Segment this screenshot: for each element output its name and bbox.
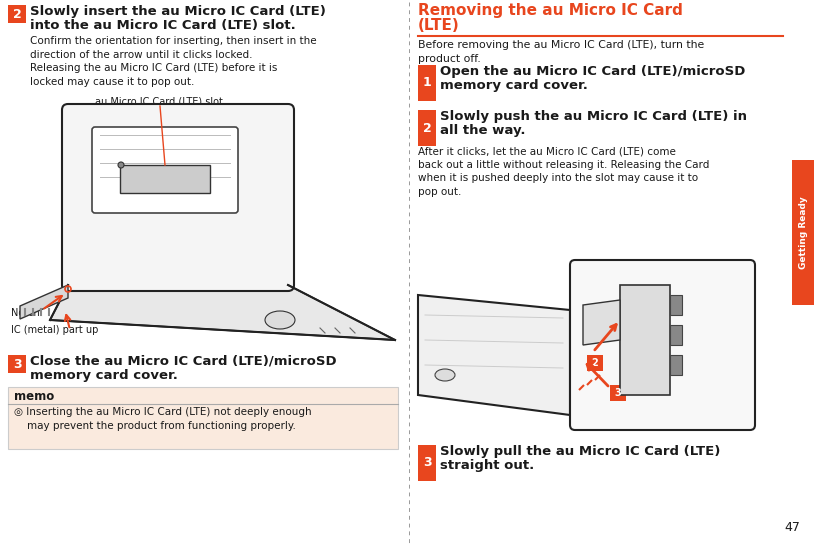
Text: 3: 3 [422,457,431,469]
Ellipse shape [265,311,295,329]
Bar [610,385,626,401]
FancyBboxPatch shape [62,104,294,291]
Polygon shape [20,285,68,319]
Text: Getting Ready: Getting Ready [799,196,807,269]
Bar [120,165,210,193]
Ellipse shape [435,369,455,381]
Bar [418,445,436,481]
FancyBboxPatch shape [570,260,755,430]
Text: Close the au Micro IC Card (LTE)/microSD: Close the au Micro IC Card (LTE)/microSD [30,355,337,368]
Text: memo: memo [14,390,55,403]
Text: Removing the au Micro IC Card: Removing the au Micro IC Card [418,3,683,18]
Text: memory card cover.: memory card cover. [440,79,588,92]
Text: Slowly push the au Micro IC Card (LTE) in: Slowly push the au Micro IC Card (LTE) i… [440,110,747,123]
Bar [418,65,436,101]
Text: into the au Micro IC Card (LTE) slot.: into the au Micro IC Card (LTE) slot. [30,19,295,32]
Text: Open the au Micro IC Card (LTE)/microSD: Open the au Micro IC Card (LTE)/microSD [440,65,746,78]
Polygon shape [418,295,570,415]
Text: IC (metal) part up: IC (metal) part up [11,325,98,335]
Text: Before removing the au Micro IC Card (LTE), turn the
product off.: Before removing the au Micro IC Card (LT… [418,40,704,64]
Bar [8,387,398,449]
Bar [8,5,26,23]
Text: (LTE): (LTE) [418,18,460,33]
Text: 47: 47 [784,521,800,534]
Text: 3: 3 [615,388,621,398]
Text: all the way.: all the way. [440,124,526,137]
Bar [620,285,670,395]
Text: Notch: Notch [11,308,40,318]
Text: 2: 2 [13,8,21,21]
Bar [587,355,603,371]
Bar [670,355,682,375]
Polygon shape [583,300,620,345]
FancyBboxPatch shape [92,127,238,213]
Text: Slowly insert the au Micro IC Card (LTE): Slowly insert the au Micro IC Card (LTE) [30,5,326,18]
Circle shape [118,162,124,168]
Text: 3: 3 [13,358,21,371]
Bar [670,295,682,315]
Polygon shape [50,285,395,340]
Text: After it clicks, let the au Micro IC Card (LTE) come
back out a little without r: After it clicks, let the au Micro IC Car… [418,146,709,197]
Text: Confirm the orientation for inserting, then insert in the
direction of the arrow: Confirm the orientation for inserting, t… [30,36,317,87]
Text: au Micro IC Card (LTE) slot: au Micro IC Card (LTE) slot [95,97,223,107]
Text: 1: 1 [422,76,431,89]
Text: Slowly pull the au Micro IC Card (LTE): Slowly pull the au Micro IC Card (LTE) [440,445,720,458]
Bar [418,110,436,146]
Bar [670,325,682,345]
Text: straight out.: straight out. [440,459,534,472]
Text: ◎ Inserting the au Micro IC Card (LTE) not deeply enough
    may prevent the pro: ◎ Inserting the au Micro IC Card (LTE) n… [14,407,312,431]
Text: memory card cover.: memory card cover. [30,369,178,382]
Text: 2: 2 [592,358,598,368]
Bar [8,355,26,373]
Bar [792,160,814,305]
Text: 2: 2 [422,122,431,135]
